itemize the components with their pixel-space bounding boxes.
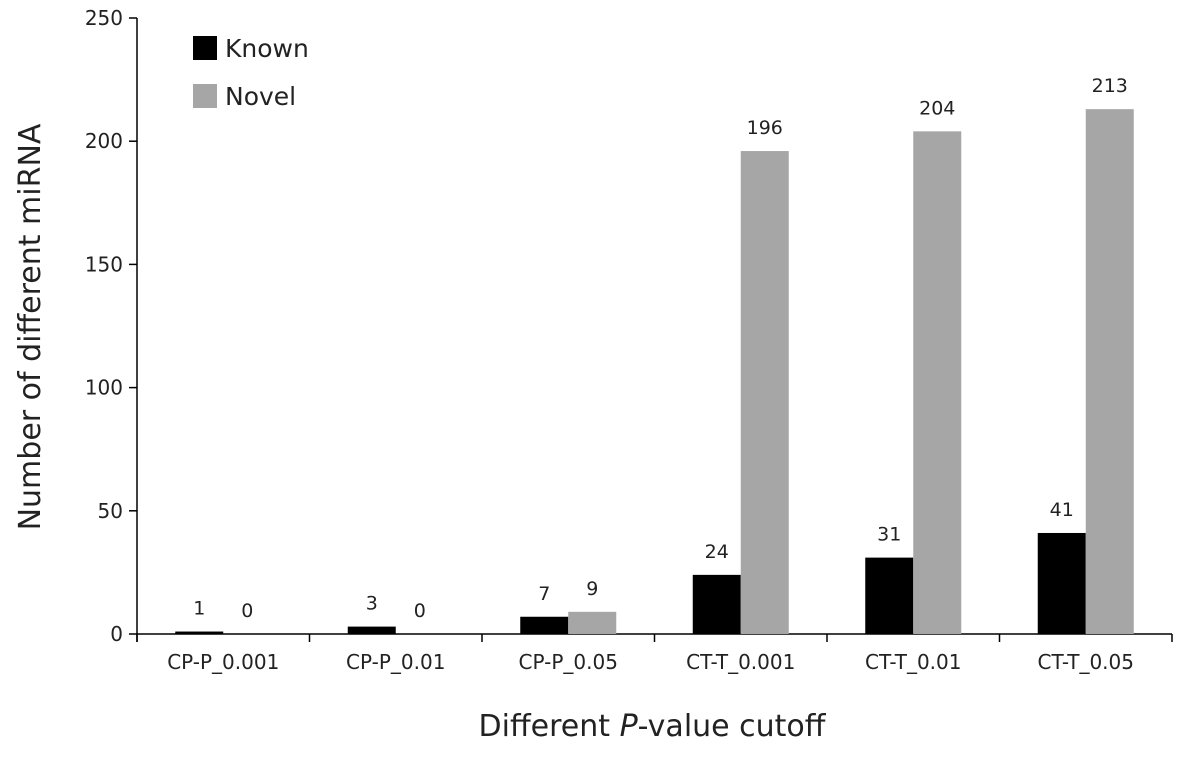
data-label-novel: 213 xyxy=(1092,75,1128,97)
bar-novel xyxy=(1085,109,1134,635)
bar-known xyxy=(520,616,569,634)
legend-swatch-novel xyxy=(193,84,217,108)
bar-novel xyxy=(568,611,617,634)
y-tick-label: 50 xyxy=(98,499,123,523)
y-axis: 0 50 100 150 200 250 xyxy=(85,6,138,646)
x-tick-label: CT-T_0.05 xyxy=(1038,650,1134,674)
data-label-known: 31 xyxy=(877,524,901,546)
bar-known xyxy=(175,631,224,634)
x-tick-label: CT-T_0.01 xyxy=(865,650,961,674)
bar-known xyxy=(1037,532,1086,634)
bar-known xyxy=(865,557,914,634)
data-label-known: 7 xyxy=(538,583,550,605)
data-label-known: 1 xyxy=(193,598,205,620)
x-axis-title-suffix: -value cutoff xyxy=(638,709,827,744)
bar-known xyxy=(347,626,396,634)
y-axis-title: Number of different miRNA xyxy=(13,123,48,530)
data-labels: 1 0 3 0 7 9 24 196 31 204 41 213 xyxy=(193,75,1128,622)
x-tick-label: CP-P_0.01 xyxy=(346,650,445,674)
data-label-novel: 9 xyxy=(586,578,598,600)
x-axis-title: Different P-value cutoff xyxy=(479,709,827,744)
legend-label-novel: Novel xyxy=(225,82,296,111)
y-tick-label: 100 xyxy=(85,376,123,400)
x-axis: CP-P_0.001 CP-P_0.01 CP-P_0.05 CT-T_0.001 CT… xyxy=(136,633,1173,674)
y-tick-label: 150 xyxy=(85,252,123,276)
x-tick-label: CP-P_0.001 xyxy=(167,650,279,674)
bars xyxy=(175,109,1134,635)
y-tick-label: 200 xyxy=(85,129,123,153)
x-tick-label: CT-T_0.001 xyxy=(686,650,795,674)
bar-novel xyxy=(913,131,962,634)
data-label-known: 24 xyxy=(705,541,729,563)
y-tick-label: 0 xyxy=(110,622,123,646)
data-label-novel: 204 xyxy=(919,97,955,119)
legend-swatch-known xyxy=(193,36,217,60)
legend: Known Novel xyxy=(193,34,309,111)
y-tick-label: 250 xyxy=(85,6,123,30)
data-label-known: 3 xyxy=(366,593,378,615)
x-tick-label: CP-P_0.05 xyxy=(519,650,618,674)
bar-novel xyxy=(740,151,789,634)
x-axis-title-italic: P xyxy=(620,709,639,744)
bar-known xyxy=(692,574,741,634)
data-label-novel: 196 xyxy=(747,117,783,139)
x-axis-title-prefix: Different xyxy=(479,709,620,744)
data-label-novel: 0 xyxy=(414,600,426,622)
data-label-known: 41 xyxy=(1050,499,1074,521)
legend-label-known: Known xyxy=(225,34,309,63)
data-label-novel: 0 xyxy=(241,600,253,622)
